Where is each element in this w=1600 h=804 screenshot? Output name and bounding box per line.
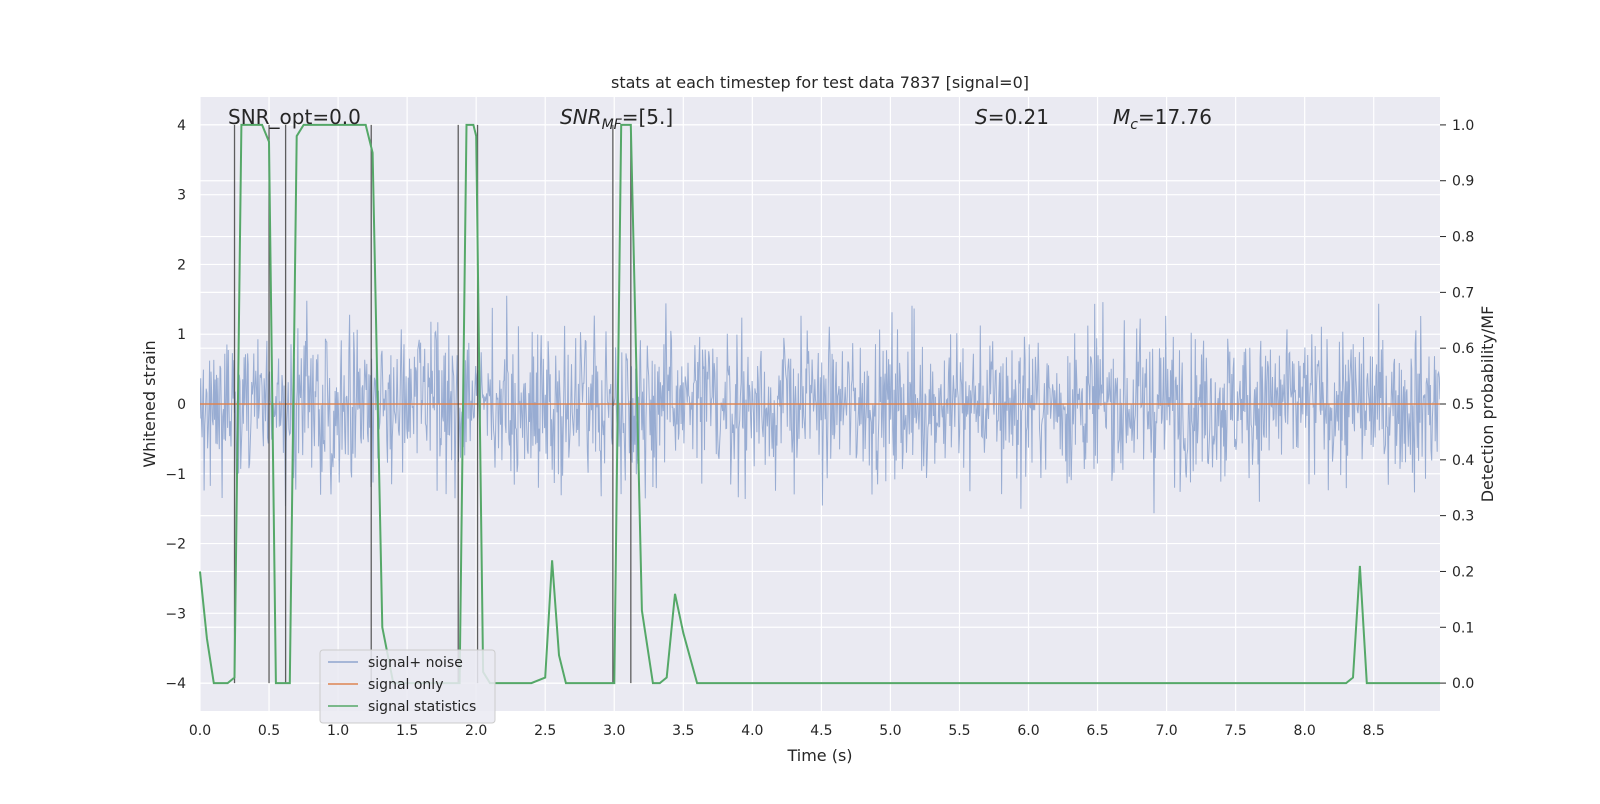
x-tick-label: 5.0 xyxy=(879,723,901,739)
left-y-tick-label: 4 xyxy=(177,118,186,134)
x-tick-label: 1.0 xyxy=(327,723,349,739)
right-y-tick-label: 0.8 xyxy=(1452,230,1474,246)
snr-opt-annotation: SNR_opt=0.0 xyxy=(228,105,361,129)
left-y-axis-ticks: 4 3 2 1 0 −1 −2 −3 −4 xyxy=(165,118,186,692)
x-tick-label: 2.0 xyxy=(465,723,487,739)
snr-mf-main: SNR xyxy=(560,105,602,129)
legend-box xyxy=(319,649,496,724)
mc-sub: c xyxy=(1130,117,1138,133)
signal-statistics-line xyxy=(199,123,1440,685)
left-y-tick-label: 1 xyxy=(177,327,186,343)
right-y-tick-label: 1.0 xyxy=(1452,118,1474,134)
x-tick-label: 4.5 xyxy=(810,723,832,739)
right-y-tick-label: 0.0 xyxy=(1452,676,1474,692)
right-y-tick-label: 0.7 xyxy=(1452,285,1474,301)
s-main: S xyxy=(975,105,988,129)
x-tick-label: 7.0 xyxy=(1155,723,1177,739)
mc-value: =17.76 xyxy=(1138,105,1212,129)
right-y-tick-label: 0.4 xyxy=(1452,453,1474,469)
x-tick-label: 8.0 xyxy=(1294,723,1316,739)
right-y-axis-label: Detection probability/MF xyxy=(1478,306,1497,503)
x-tick-label: 8.5 xyxy=(1363,723,1385,739)
left-y-tick-label: −4 xyxy=(165,676,186,692)
right-y-tick-label: 0.6 xyxy=(1452,341,1474,357)
signal-statistics-path xyxy=(199,123,1440,685)
x-tick-label: 6.0 xyxy=(1017,723,1039,739)
snr-mf-value: =[5.] xyxy=(622,105,673,129)
x-tick-label: 0.5 xyxy=(258,723,280,739)
left-y-tick-label: 2 xyxy=(177,257,186,273)
chart-title: stats at each timestep for test data 783… xyxy=(611,73,1029,92)
s-value: =0.21 xyxy=(988,105,1049,129)
vertical-markers xyxy=(233,124,632,684)
right-y-tick-label: 0.1 xyxy=(1452,620,1474,636)
right-y-tick-label: 0.9 xyxy=(1452,174,1474,190)
legend-label-signal-noise: signal+ noise xyxy=(368,655,463,671)
x-tick-label: 5.5 xyxy=(948,723,970,739)
right-y-tick-label: 0.2 xyxy=(1452,564,1474,580)
x-tick-label: 7.5 xyxy=(1225,723,1247,739)
x-axis-label: Time (s) xyxy=(786,746,852,765)
left-y-axis-label: Whitened strain xyxy=(140,340,159,467)
left-y-tick-label: −3 xyxy=(165,606,186,622)
left-y-tick-label: −2 xyxy=(165,537,186,553)
signal-noise-path xyxy=(200,295,1440,514)
right-y-tick-label: 0.3 xyxy=(1452,509,1474,525)
snr-mf-sub: MF xyxy=(602,117,623,133)
signal-noise-trace xyxy=(200,295,1440,514)
snr-mf-annotation: SNRMF=[5.] xyxy=(560,105,673,133)
mc-main: M xyxy=(1113,105,1130,129)
x-tick-label: 3.0 xyxy=(603,723,625,739)
left-y-tick-label: 0 xyxy=(177,397,186,413)
right-y-axis-ticks: 1.0 0.9 0.8 0.7 0.6 0.5 0.4 0.3 0.2 0.1 0.0 xyxy=(1440,118,1474,692)
legend-label-signal-statistics: signal statistics xyxy=(368,699,476,715)
s-annotation: S=0.21 xyxy=(975,105,1049,129)
x-tick-label: 3.5 xyxy=(672,723,694,739)
legend-label-signal-only: signal only xyxy=(368,677,443,693)
x-tick-label: 4.0 xyxy=(741,723,763,739)
x-axis-ticks: 0.0 0.5 1.0 1.5 2.0 2.5 3.0 3.5 4.0 4.5 5.0 5.5 6.0 6… xyxy=(189,723,1385,739)
mc-annotation: Mc=17.76 xyxy=(1113,105,1212,133)
left-y-tick-label: 3 xyxy=(177,188,186,204)
left-y-tick-label: −1 xyxy=(165,467,186,483)
legend: signal+ noise signal only signal statist… xyxy=(319,649,496,724)
x-tick-label: 0.0 xyxy=(189,723,211,739)
x-tick-label: 2.5 xyxy=(534,723,556,739)
right-y-tick-label: 0.5 xyxy=(1452,397,1474,413)
x-tick-label: 6.5 xyxy=(1086,723,1108,739)
x-tick-label: 1.5 xyxy=(396,723,418,739)
